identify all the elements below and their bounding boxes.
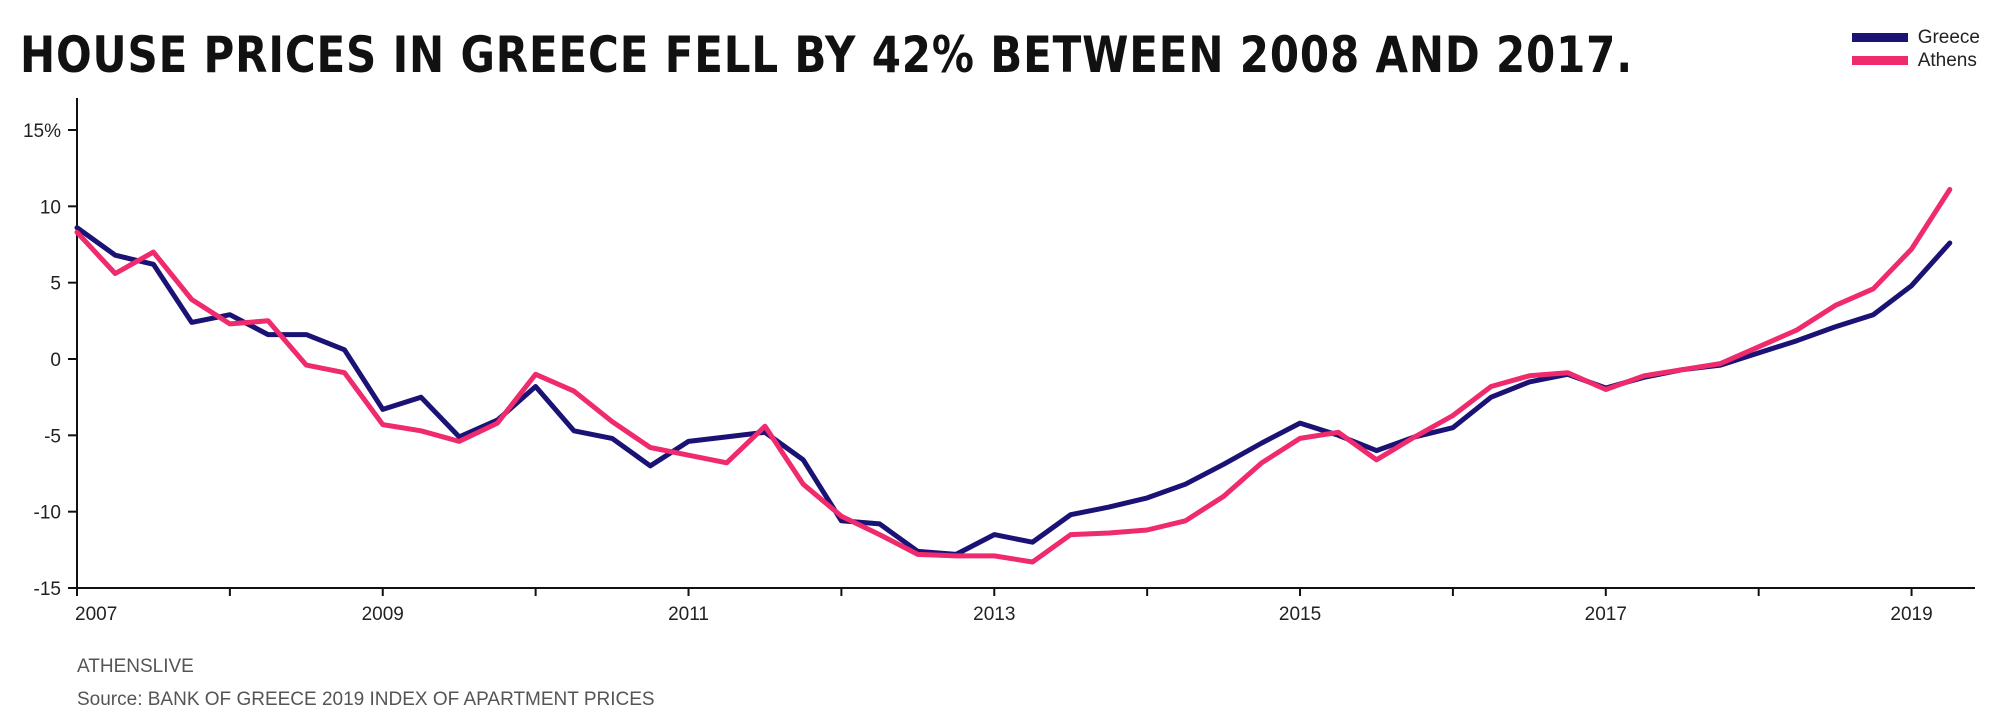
series-line-athens [74,187,1953,565]
x-tick-label: 2019 [1890,604,1932,625]
y-tick-label: -15 [34,579,61,600]
legend: Greece Athens [1851,26,1980,72]
source-note: Source: BANK OF GREECE 2019 INDEX OF APA… [77,689,655,710]
x-tick-label: 2007 [75,604,117,625]
x-tick-label: 2013 [973,604,1015,625]
brand-label: ATHENSLIVE [77,656,194,677]
chart-title: HOUSE PRICES IN GREECE FELL BY 42% BETWE… [20,26,1634,84]
x-tick-label: 2009 [362,604,404,625]
x-tick-label: 2015 [1279,604,1321,625]
x-tick-label: 2011 [668,604,709,625]
x-tick-label: 2017 [1585,604,1627,625]
y-tick-label: 0 [50,350,61,371]
legend-swatch-greece [1851,33,1908,42]
y-tick-label: 5 [50,274,61,295]
legend-label-greece: Greece [1917,26,1980,48]
y-tick-label: -5 [44,426,61,447]
legend-item-athens: Athens [1851,49,1980,72]
legend-label-athens: Athens [1917,49,1977,71]
legend-swatch-athens [1851,56,1908,65]
y-tick-label: 15% [23,121,61,142]
y-tick-label: -10 [34,503,61,524]
legend-item-greece: Greece [1851,26,1980,49]
y-tick-label: 10 [40,197,61,218]
